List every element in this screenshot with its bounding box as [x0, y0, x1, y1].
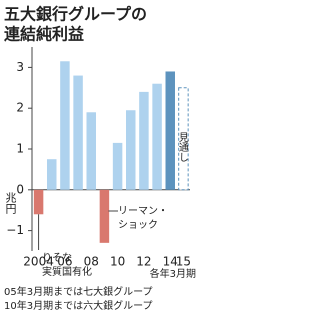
footnote: 05年3月期までは七大銀グループ [4, 285, 153, 298]
bar [139, 91, 149, 190]
x-tick-label: 12 [136, 255, 151, 269]
annotation: りそな [42, 252, 72, 264]
y-tick-label: 0 [16, 182, 24, 196]
y-tick-label: −1 [6, 223, 24, 237]
bar [112, 142, 123, 190]
bar [99, 189, 110, 243]
bar [33, 189, 44, 215]
x-tick-label: 06 [57, 255, 72, 269]
annotation: リーマン・ [118, 206, 168, 217]
bar [165, 71, 175, 190]
bar [126, 110, 136, 190]
bar [178, 87, 189, 191]
y-tick-label: 2 [16, 101, 24, 115]
x-tick-label: 10 [110, 255, 125, 269]
chart-title: 五大銀行グループの [4, 5, 147, 24]
annotation: 実質国有化 [42, 265, 92, 278]
x-tick-label: 15 [176, 255, 191, 269]
chart-title: 連結純利益 [4, 25, 84, 44]
annotation: ショック [118, 219, 158, 231]
footnote: 10年3月期までは六大銀グループ [4, 299, 153, 312]
x-tick-label: 08 [84, 255, 99, 269]
y-axis-label: 兆円 [4, 191, 17, 214]
x-note: 各年3月期 [150, 267, 196, 280]
bar [60, 61, 70, 190]
bar [152, 83, 162, 190]
bar [47, 159, 57, 190]
x-tick-label: 14 [163, 255, 178, 269]
x-tick-label: 2004 [23, 255, 54, 269]
y-tick-label: 3 [16, 60, 24, 74]
bar [73, 75, 83, 190]
bar [86, 112, 96, 190]
y-tick-label: 1 [16, 142, 24, 156]
annotation: 見通し [176, 132, 188, 162]
